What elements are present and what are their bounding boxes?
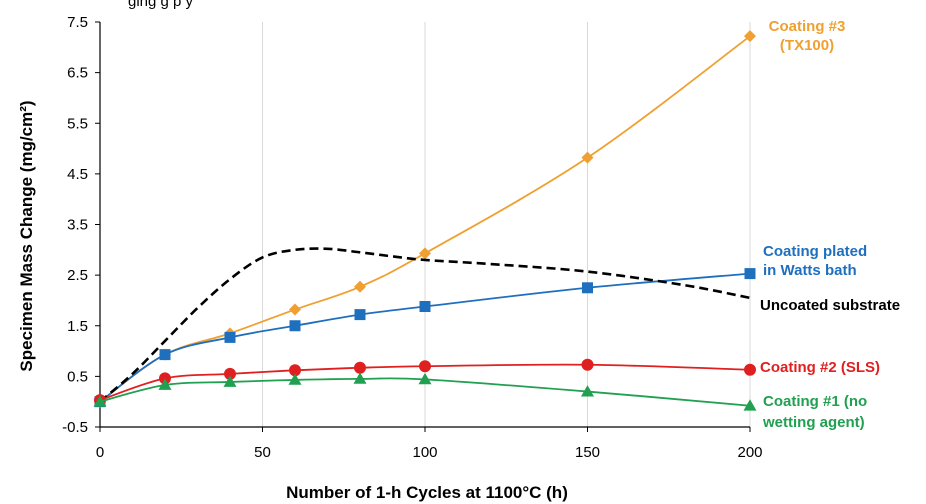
- axes: [95, 21, 751, 432]
- header-partial-text: ging g p y: [128, 0, 194, 10]
- data-point-coating-1-no-wetting-agent: [223, 375, 237, 387]
- data-point-coating-2-sls: [224, 367, 236, 380]
- series-label-line: Coating plated: [763, 243, 867, 260]
- series-label-line: Coating #3: [769, 18, 846, 35]
- series-label-coating-3-tx100: Coating #3 (TX100): [769, 18, 846, 54]
- x-tick-label: 200: [737, 444, 762, 461]
- series-label-line: wetting agent): [762, 414, 865, 431]
- y-tick-label: 4.5: [67, 166, 88, 183]
- series-label-coating-1-no-wetting-agent: Coating #1 (no wetting agent): [762, 393, 867, 431]
- y-tick-label: 1.5: [67, 318, 88, 335]
- series-label-line: (TX100): [780, 37, 834, 54]
- series-group: [93, 30, 757, 411]
- data-point-coating-plated-in-watts-bath: [419, 301, 431, 313]
- data-point-coating-plated-in-watts-bath: [354, 309, 366, 321]
- y-tick-label: 2.5: [67, 267, 88, 284]
- data-point-coating-3-tx100: [744, 30, 756, 43]
- y-tick-label: 6.5: [67, 65, 88, 82]
- series-labels: Coating #3 (TX100) Coating plated in Watts …: [760, 18, 900, 431]
- series-label-line: Coating #2 (SLS): [760, 359, 880, 376]
- series-coating-2-sls: [94, 358, 756, 407]
- data-point-coating-2-sls: [289, 364, 301, 377]
- data-point-coating-2-sls: [159, 372, 171, 385]
- series-label-line: Coating #1 (no: [763, 393, 867, 410]
- data-point-coating-1-no-wetting-agent: [418, 372, 432, 385]
- data-point-coating-plated-in-watts-bath: [582, 282, 593, 294]
- data-point-coating-2-sls: [581, 358, 594, 371]
- x-tick-labels: 0 50 100 150 200: [96, 444, 763, 461]
- x-axis-title: Number of 1-h Cycles at 1100°C (h): [286, 483, 568, 502]
- data-point-coating-plated-in-watts-bath: [159, 349, 171, 361]
- series-label-line: Uncoated substrate: [760, 297, 900, 314]
- x-tick-label: 50: [254, 444, 271, 461]
- data-point-coating-2-sls: [744, 363, 756, 376]
- y-tick-label: -0.5: [62, 419, 88, 436]
- y-tick-labels: -0.5 0.5 1.5 2.5 3.5 4.5 5.5 6.5 7.5: [62, 14, 88, 436]
- y-tick-label: 0.5: [67, 368, 88, 385]
- data-point-coating-1-no-wetting-agent: [581, 385, 594, 397]
- x-tick-label: 100: [412, 444, 437, 461]
- data-point-coating-3-tx100: [289, 303, 301, 316]
- data-point-coating-2-sls: [354, 361, 366, 374]
- data-point-coating-3-tx100: [581, 151, 594, 164]
- data-point-coating-1-no-wetting-agent: [743, 399, 757, 411]
- data-point-coating-1-no-wetting-agent: [288, 373, 302, 385]
- data-point-coating-3-tx100: [354, 280, 366, 293]
- data-point-coating-1-no-wetting-agent: [158, 378, 172, 390]
- series-coating-1-no-wetting-agent: [93, 372, 757, 411]
- x-tick-label: 150: [575, 444, 600, 461]
- series-label-coating-2-sls: Coating #2 (SLS): [760, 359, 880, 376]
- x-tick-label: 0: [96, 444, 104, 461]
- data-point-coating-1-no-wetting-agent: [93, 395, 107, 407]
- data-point-coating-plated-in-watts-bath: [289, 320, 301, 332]
- series-label-coating-plated-in-watts-bath: Coating plated in Watts bath: [763, 243, 867, 279]
- data-point-coating-3-tx100: [419, 247, 431, 260]
- y-tick-label: 7.5: [67, 14, 88, 31]
- data-point-coating-1-no-wetting-agent: [353, 372, 367, 384]
- y-tick-label: 3.5: [67, 217, 88, 234]
- grid-lines: [262, 22, 751, 427]
- y-axis-title: Specimen Mass Change (mg/cm²): [17, 100, 36, 371]
- series-label-line: in Watts bath: [763, 262, 857, 279]
- series-label-uncoated-substrate: Uncoated substrate: [760, 297, 900, 314]
- data-point-coating-plated-in-watts-bath: [744, 268, 756, 280]
- data-point-coating-2-sls: [419, 360, 431, 373]
- y-tick-label: 5.5: [67, 115, 88, 132]
- data-point-coating-plated-in-watts-bath: [224, 331, 236, 343]
